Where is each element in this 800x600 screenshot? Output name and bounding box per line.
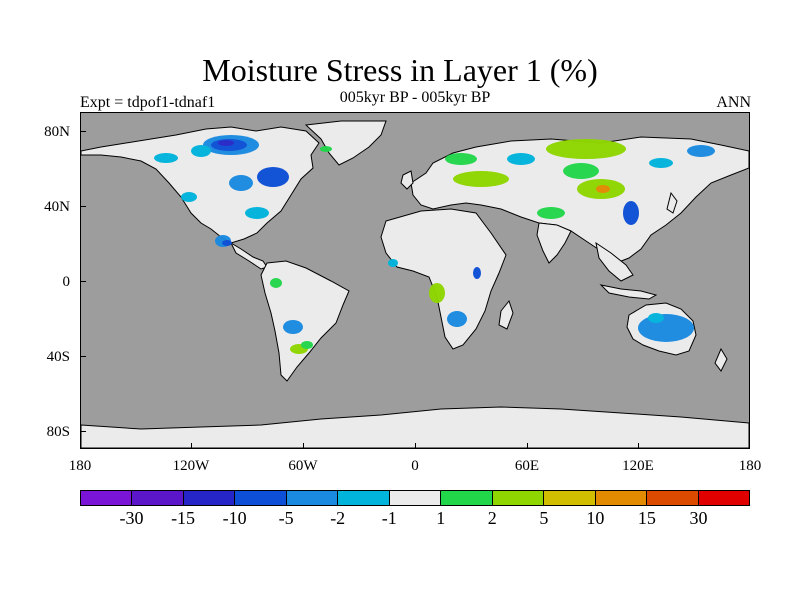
colorbar-label: 10: [586, 508, 605, 528]
colorbar-label: -10: [222, 508, 247, 528]
anomaly-patch: [445, 153, 477, 165]
anomaly-patch: [429, 283, 445, 303]
colorbar-swatch: [389, 491, 442, 505]
colorbar-swatch: [544, 491, 596, 505]
lon-label-180w: 180: [68, 458, 92, 474]
lon-tick: [191, 443, 192, 449]
anomaly-patch: [453, 171, 509, 187]
colorbar-label: -15: [171, 508, 196, 528]
colorbar-swatch: [235, 491, 287, 505]
anomaly-patch: [447, 311, 467, 327]
anomaly-patch: [623, 201, 639, 225]
colorbar-swatch: [132, 491, 184, 505]
anomaly-patch: [563, 163, 599, 179]
lon-label-120e: 120E: [622, 458, 654, 474]
lon-label-0: 0: [411, 458, 419, 474]
lat-label-80n: 80N: [44, 124, 70, 140]
greenland: [304, 120, 387, 166]
lat-label-40n: 40N: [44, 199, 70, 215]
anomaly-patch: [181, 192, 197, 202]
anomaly-patch: [596, 185, 610, 193]
colorbar-label: -5: [278, 508, 294, 528]
chart-subtitle: 005kyr BP - 005kyr BP: [339, 89, 491, 106]
colorbar-swatch: [286, 491, 339, 505]
world-map: [81, 113, 749, 448]
lon-tick: [415, 443, 416, 449]
anomaly-patch: [546, 139, 626, 159]
lon-tick: [303, 443, 304, 449]
colorbar-label: -2: [330, 508, 346, 528]
southeast-asia: [595, 241, 634, 282]
anomaly-patch: [687, 145, 715, 157]
anomaly-patch: [257, 167, 289, 187]
india: [536, 222, 572, 264]
anomaly-patch: [270, 278, 282, 288]
british-isles: [400, 170, 414, 190]
colorbar-label: 15: [637, 508, 656, 528]
experiment-label: Expt = tdpof1-tdnaf1: [80, 94, 216, 111]
anomaly-patch: [473, 267, 481, 279]
season-label: ANN: [716, 94, 751, 111]
colorbar-swatch: [81, 491, 133, 505]
lat-label-0: 0: [62, 274, 71, 290]
lat-tick: [80, 431, 86, 432]
eurasia: [410, 136, 749, 264]
anomaly-patch: [649, 158, 673, 168]
anomaly-patches: [154, 135, 715, 354]
madagascar: [498, 299, 514, 330]
anomaly-patch: [648, 313, 664, 323]
lon-label-120w: 120W: [172, 458, 210, 474]
lat-tick: [80, 206, 86, 207]
antarctica: [81, 406, 749, 448]
colorbar-swatch: [698, 491, 750, 505]
anomaly-patch: [388, 259, 398, 267]
anomaly-patch: [507, 153, 535, 165]
colorbar-swatch: [595, 491, 648, 505]
lon-label-60w: 60W: [288, 458, 318, 474]
colorbar-swatch: [647, 491, 699, 505]
japan: [666, 191, 678, 214]
anomaly-patch: [301, 341, 313, 349]
anomaly-patch: [191, 145, 211, 157]
indonesia: [599, 284, 658, 300]
colorbar-swatch: [492, 491, 545, 505]
colorbar-label: 1: [436, 508, 446, 528]
chart-title: Moisture Stress in Layer 1 (%): [202, 52, 598, 88]
south-america: [260, 260, 350, 382]
colorbar-swatch: [338, 491, 390, 505]
anomaly-patch: [218, 140, 234, 146]
map-panel: [80, 112, 750, 449]
anomaly-patch: [537, 207, 565, 219]
anomaly-patch: [245, 207, 269, 219]
colorbar-label: 2: [487, 508, 497, 528]
colorbar-label: -30: [119, 508, 144, 528]
colorbar-label: -1: [381, 508, 397, 528]
lon-label-180e: 180: [738, 458, 762, 474]
anomaly-patch: [222, 240, 232, 246]
lon-label-60e: 60E: [514, 458, 540, 474]
anomaly-patch: [320, 146, 332, 152]
lat-tick: [80, 356, 86, 357]
lon-tick: [527, 443, 528, 449]
lat-tick: [80, 281, 86, 282]
lon-tick: [638, 443, 639, 449]
lat-tick: [80, 131, 86, 132]
anomaly-patch: [638, 314, 694, 342]
colorbar-label: 30: [689, 508, 708, 528]
new-zealand: [714, 347, 728, 372]
africa: [380, 208, 507, 350]
colorbar-swatch: [183, 491, 236, 505]
anomaly-patch: [229, 175, 253, 191]
lat-label-80s: 80S: [46, 424, 70, 440]
anomaly-patch: [283, 320, 303, 334]
colorbar-swatch: [441, 491, 493, 505]
colorbar: [80, 490, 750, 506]
lat-label-40s: 40S: [46, 349, 70, 365]
anomaly-patch: [154, 153, 178, 163]
colorbar-label: 5: [539, 508, 549, 528]
